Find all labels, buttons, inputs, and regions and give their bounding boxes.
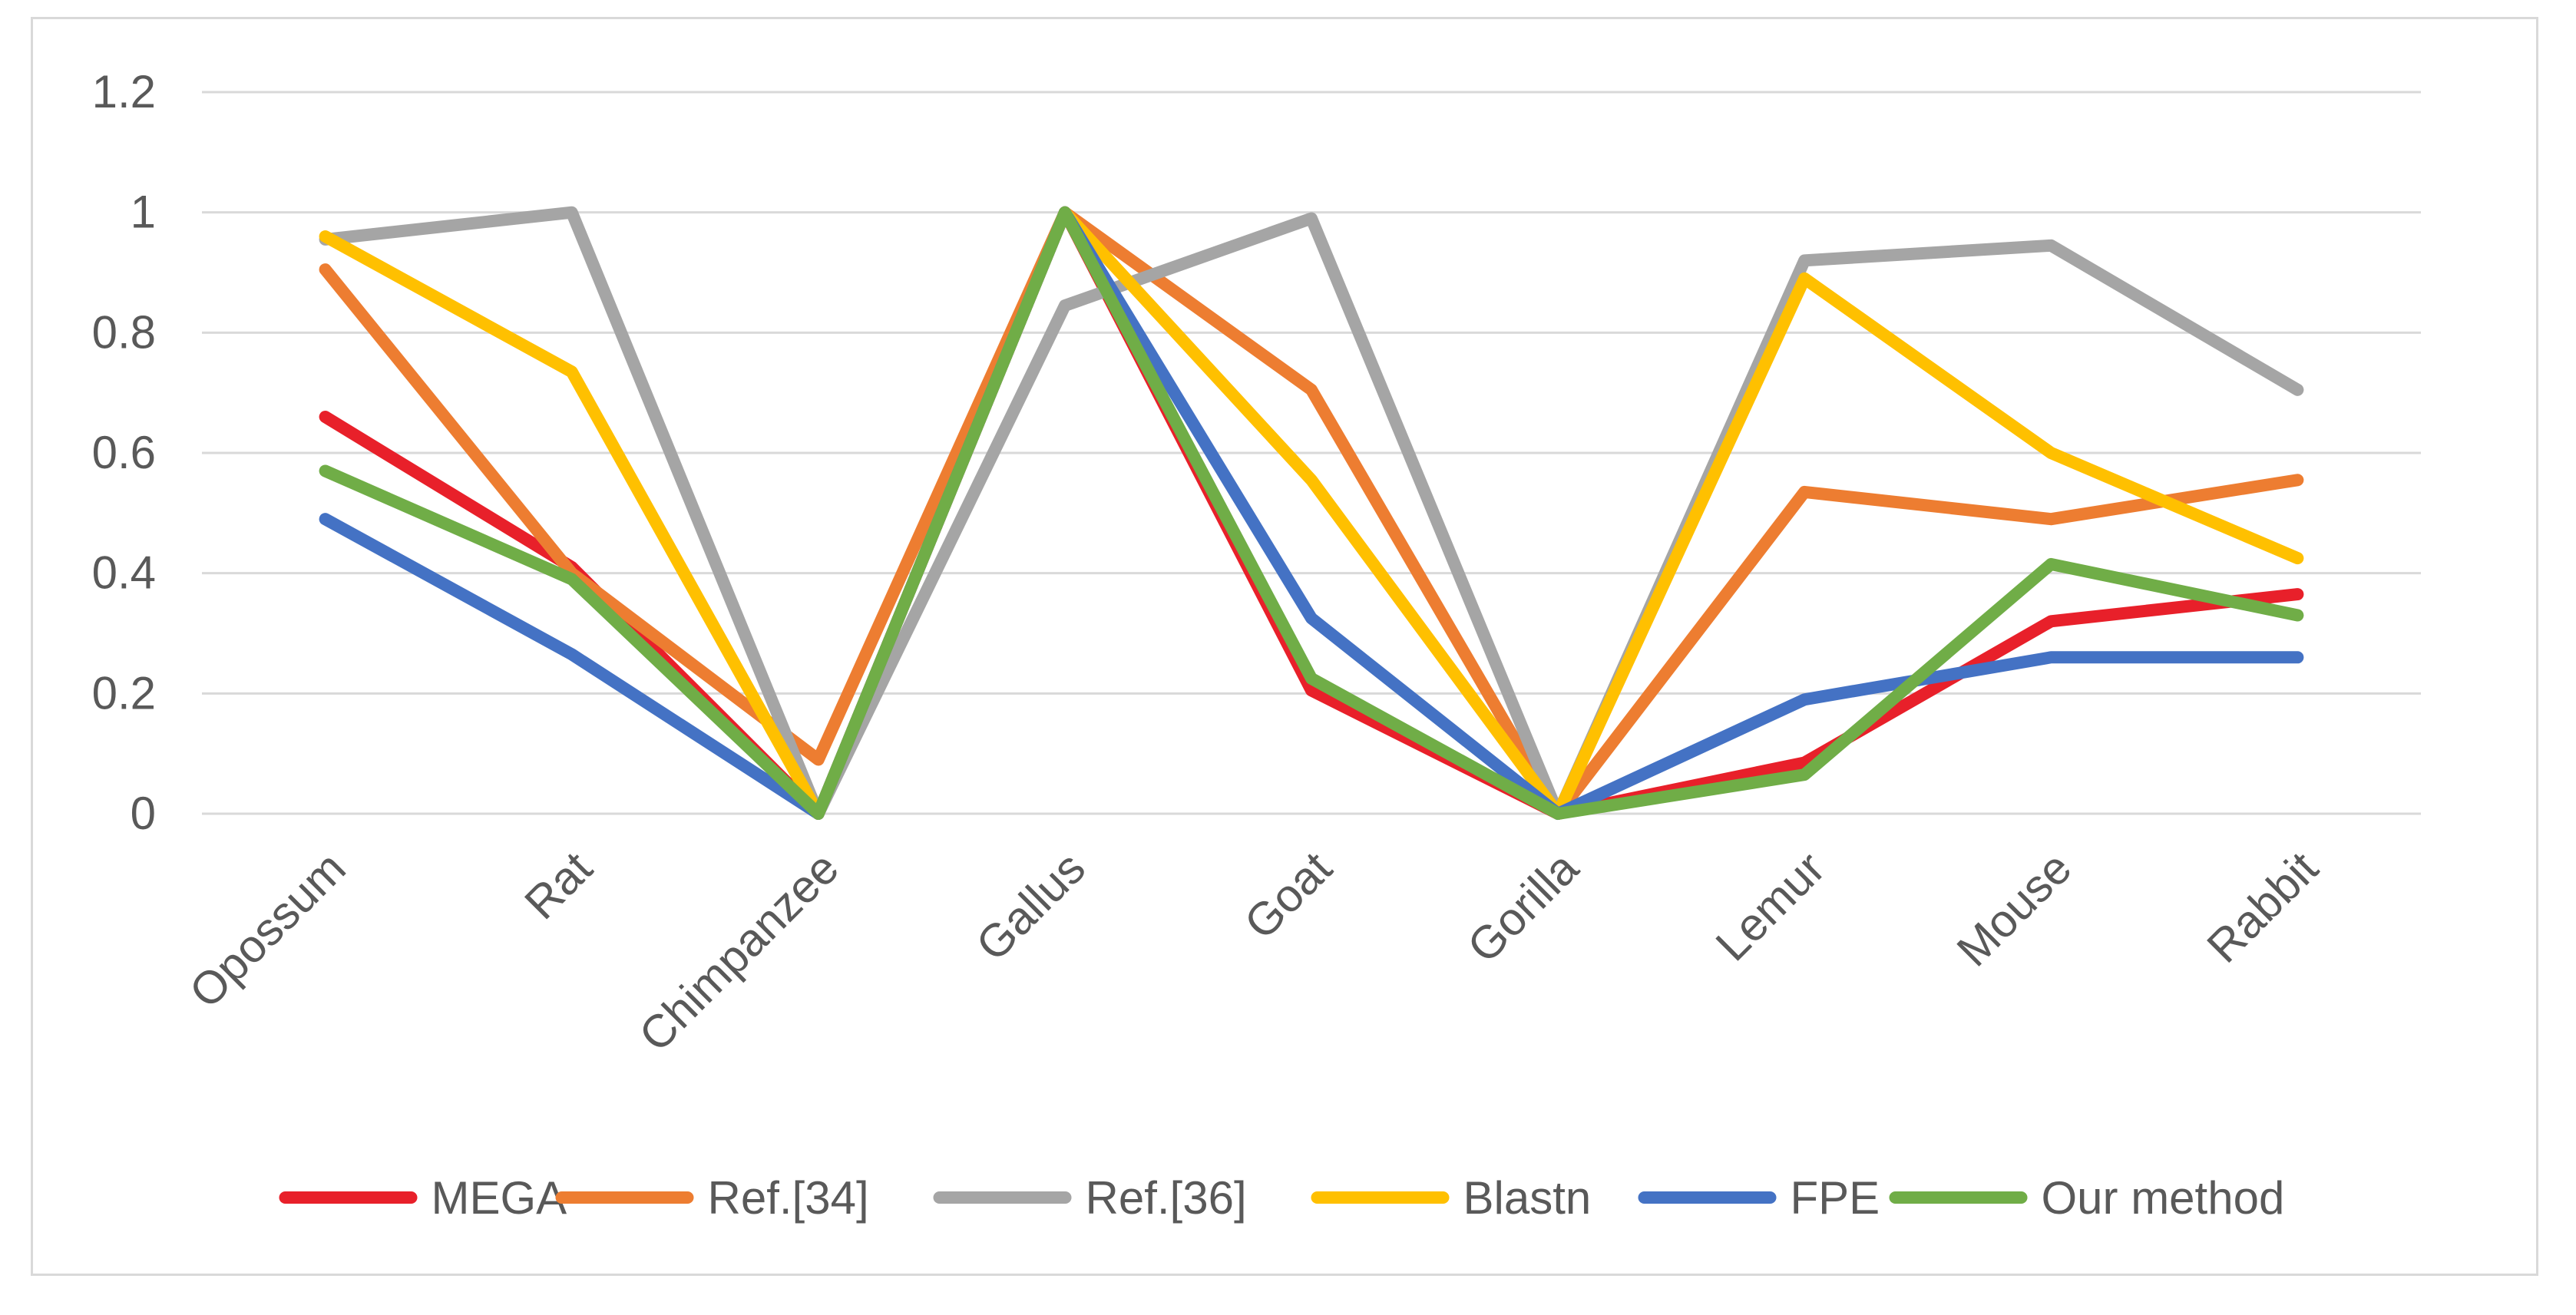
legend-item: Ref.[34] [555, 1172, 869, 1224]
line-chart: 0 0.2 0.4 0.6 0.8 1 1.2 Opossum Rat Chimpanzee Ga… [92, 66, 2421, 1224]
y-tick-label: 0.4 [92, 547, 156, 599]
x-axis-ticks: Opossum Rat Chimpanzee Gallus Goat Gorilla Lem… [180, 841, 2328, 1061]
gridlines [202, 91, 2421, 815]
legend-label: FPE [1791, 1172, 1880, 1224]
y-axis-ticks: 0 0.2 0.4 0.6 0.8 1 1.2 [92, 66, 156, 839]
x-tick-label: Opossum [180, 842, 355, 1018]
legend: MEGA Ref.[34] Ref.[36] Blastn FPE Our method [279, 1172, 2285, 1224]
series-line-our-method [319, 206, 2304, 820]
legend-label: Blastn [1463, 1172, 1592, 1224]
y-tick-label: 0.6 [92, 427, 156, 478]
legend-label: Ref.[36] [1086, 1172, 1247, 1224]
chart-frame: 0 0.2 0.4 0.6 0.8 1 1.2 Opossum Rat Chimpanzee Ga… [31, 17, 2538, 1276]
y-tick-label: 0.8 [92, 306, 156, 358]
series-line-blastn [319, 206, 2304, 820]
legend-item: Our method [1889, 1172, 2285, 1224]
series-line-ref-36 [319, 206, 2304, 820]
x-tick-label: Gorilla [1457, 841, 1588, 972]
x-tick-label: Goat [1235, 842, 1342, 950]
legend-label: Our method [2042, 1172, 2285, 1224]
x-tick-label: Rabbit [2197, 842, 2328, 973]
y-tick-label: 0.2 [92, 667, 156, 719]
y-tick-label: 1.2 [92, 66, 156, 117]
series-line-fpe [319, 206, 2304, 820]
series-line-ref-34 [319, 206, 2304, 820]
x-tick-label: Chimpanzee [629, 842, 848, 1062]
legend-item: FPE [1638, 1172, 1880, 1224]
legend-item: Blastn [1311, 1172, 1592, 1224]
x-tick-label: Rat [514, 842, 602, 930]
x-tick-label: Lemur [1706, 842, 1835, 971]
legend-label: MEGA [432, 1172, 567, 1224]
legend-item: MEGA [279, 1172, 567, 1224]
y-tick-label: 0 [131, 788, 156, 839]
x-tick-label: Mouse [1947, 842, 2082, 976]
legend-label: Ref.[34] [708, 1172, 869, 1224]
series-lines [319, 206, 2304, 820]
y-tick-label: 1 [131, 187, 156, 238]
x-tick-label: Gallus [966, 842, 1095, 971]
legend-item: Ref.[36] [933, 1172, 1247, 1224]
